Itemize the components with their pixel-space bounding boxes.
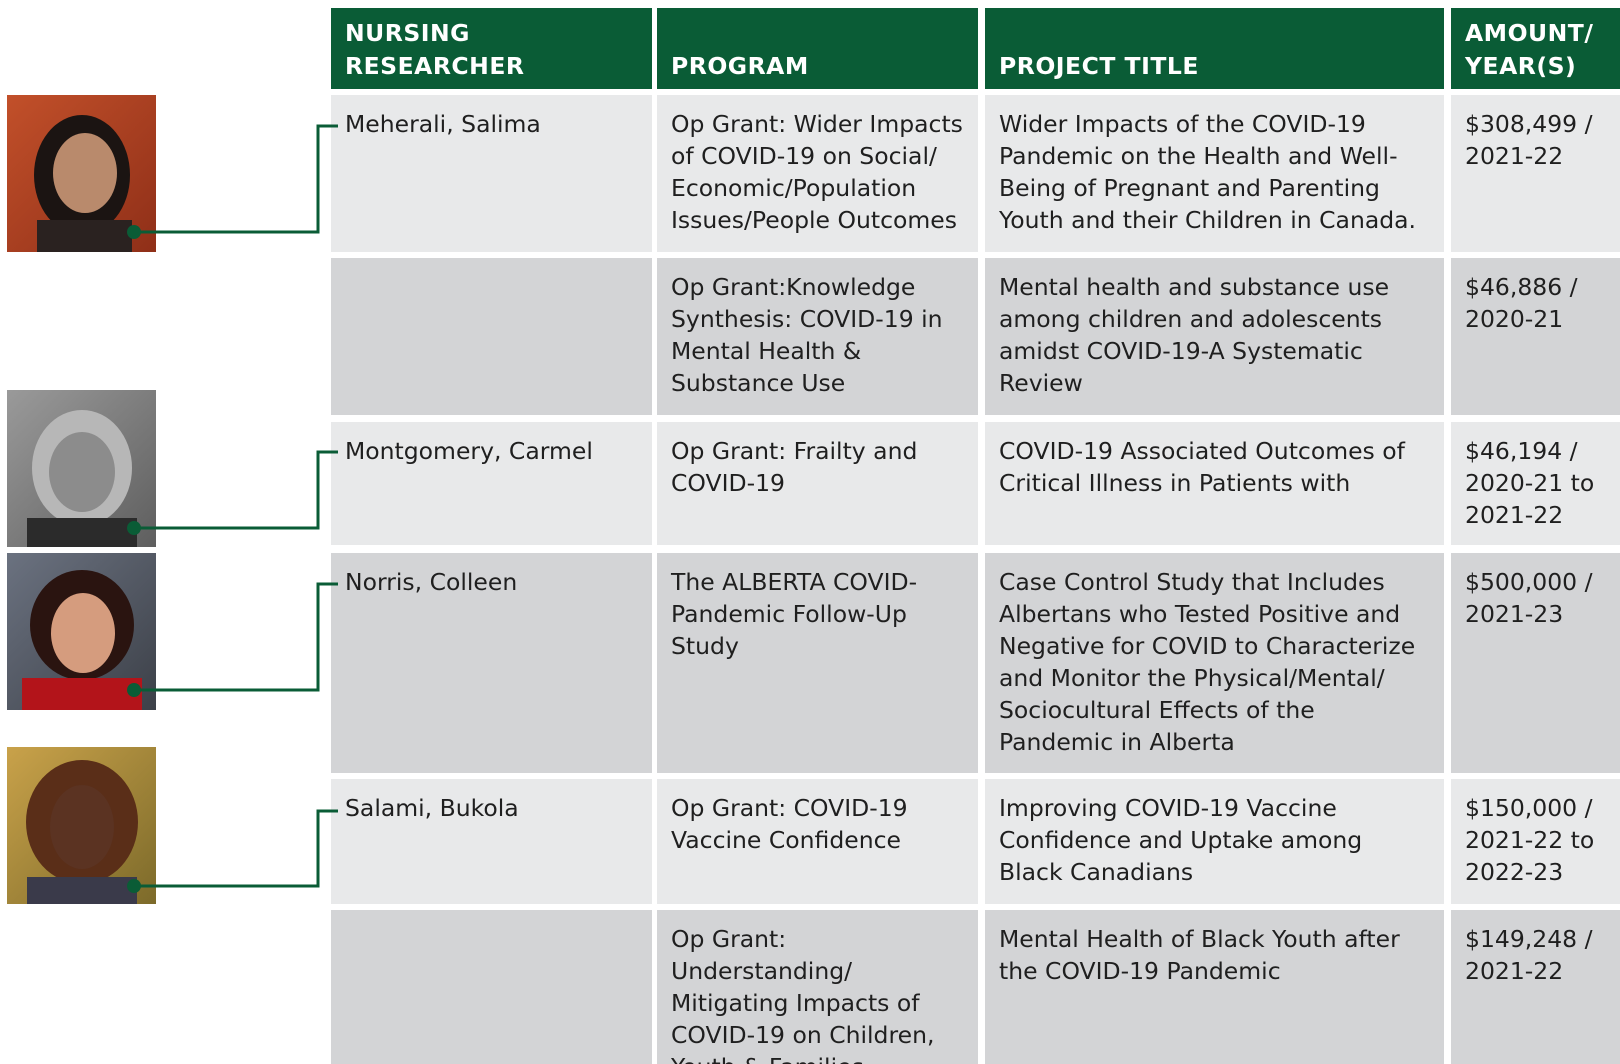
table-cell: Improving COVID-19 Vaccine Confidence an… xyxy=(985,779,1444,904)
connector-dot xyxy=(127,683,141,697)
table-cell: $149,248 / 2021-22 xyxy=(1451,910,1620,1064)
table-cell: $46,886 / 2020-21 xyxy=(1451,258,1620,415)
connector-dot xyxy=(127,521,141,535)
table-cell: Op Grant: COVID-19 Vaccine Confidence xyxy=(657,779,978,904)
connector-line xyxy=(134,582,338,692)
portrait xyxy=(27,410,137,547)
photo xyxy=(7,95,156,252)
table-cell: Wider Impacts of the COVID-19 Pandemic o… xyxy=(985,95,1444,252)
connector-line xyxy=(134,450,338,530)
table-cell: $500,000 / 2021-23 xyxy=(1451,553,1620,773)
header-cell: AMOUNT/ YEAR(S) xyxy=(1451,8,1620,89)
header-cell: PROGRAM xyxy=(657,8,978,89)
photo xyxy=(7,747,156,904)
table-cell: Op Grant: Frailty and COVID-19 xyxy=(657,422,978,545)
table-cell: Mental Health of Black Youth after the C… xyxy=(985,910,1444,1064)
table-cell: Norris, Colleen xyxy=(331,553,652,773)
header-cell: NURSING RESEARCHER xyxy=(331,8,652,89)
table-cell: Mental health and substance use among ch… xyxy=(985,258,1444,415)
table-cell xyxy=(331,258,652,415)
table-cell: Montgomery, Carmel xyxy=(331,422,652,545)
header-cell: PROJECT TITLE xyxy=(985,8,1444,89)
table-cell: The ALBERTA COVID-Pandemic Follow-Up Stu… xyxy=(657,553,978,773)
table-cell: Case Control Study that Includes Alberta… xyxy=(985,553,1444,773)
table-cell: Salami, Bukola xyxy=(331,779,652,904)
table-cell: $46,194 / 2020-21 to 2021-22 xyxy=(1451,422,1620,545)
connector-dot xyxy=(127,225,141,239)
portrait xyxy=(34,115,132,252)
table-cell: Meherali, Salima xyxy=(331,95,652,252)
table-cell: Op Grant: Understanding/ Mitigating Impa… xyxy=(657,910,978,1064)
connector-line xyxy=(134,809,338,888)
connector-line xyxy=(134,124,338,234)
connector-dot xyxy=(127,879,141,893)
table-cell xyxy=(331,910,652,1064)
portrait xyxy=(26,760,138,904)
table-cell: Op Grant: Wider Impacts of COVID-19 on S… xyxy=(657,95,978,252)
photo xyxy=(7,390,156,547)
table-cell: COVID-19 Associated Outcomes of Critical… xyxy=(985,422,1444,545)
table-cell: Op Grant:Knowledge Synthesis: COVID-19 i… xyxy=(657,258,978,415)
portrait xyxy=(22,570,142,710)
table-cell: $308,499 / 2021-22 xyxy=(1451,95,1620,252)
table-cell: $150,000 / 2021-22 to 2022-23 xyxy=(1451,779,1620,904)
